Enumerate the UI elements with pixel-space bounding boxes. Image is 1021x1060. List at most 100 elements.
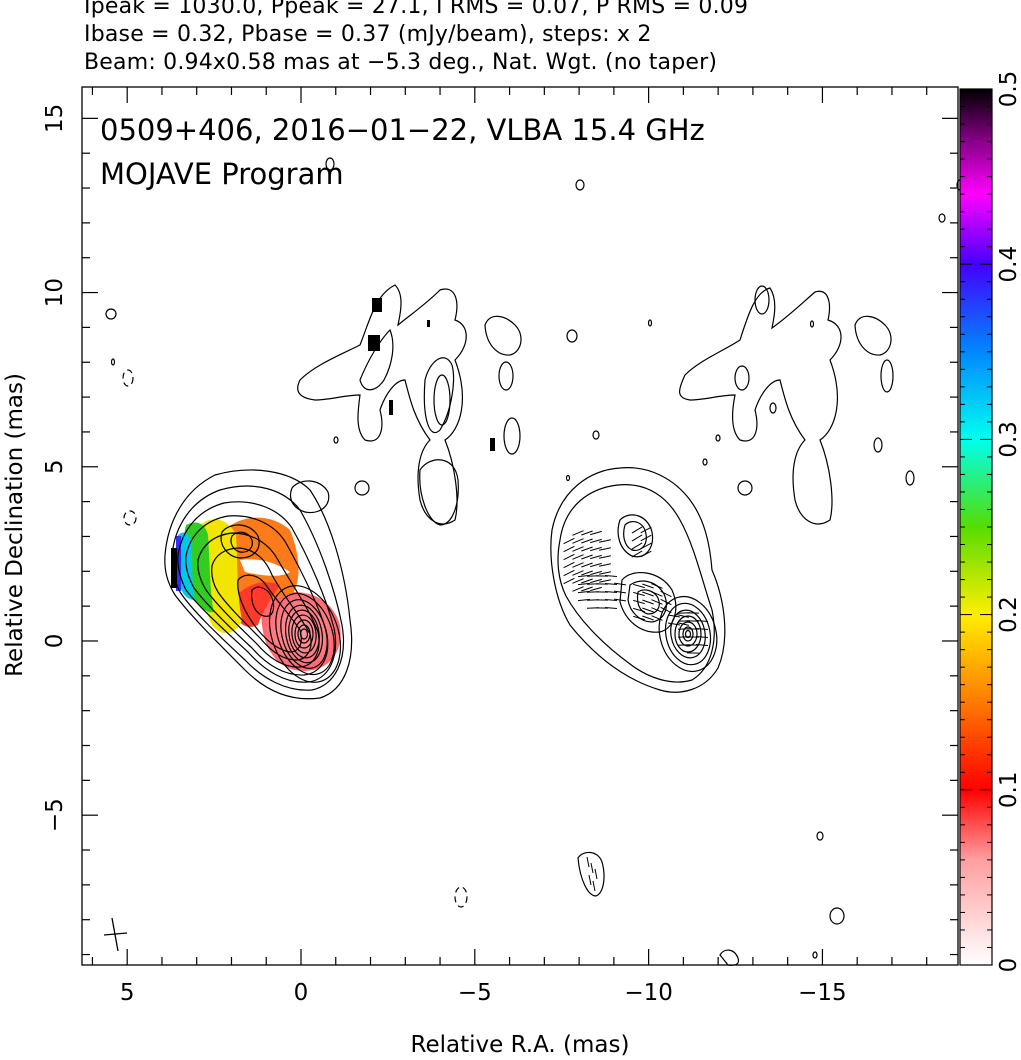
evpa-stick: [599, 555, 611, 559]
contour-right-2: [557, 484, 715, 683]
contours-left: [105, 157, 653, 908]
evpa-stick: [599, 579, 611, 583]
x-axis-tick-labels: 5 0 −5 −10 −15: [120, 980, 847, 1006]
evpa-stick: [581, 570, 593, 576]
pol-region-black: [171, 548, 177, 588]
x-tick-label: −10: [624, 980, 673, 1006]
evpa-stick: [677, 614, 689, 618]
x-axis-ticks: [91, 87, 928, 965]
contour-blob-c: [566, 329, 578, 343]
evpa-stick: [592, 880, 596, 892]
evpa-stick: [563, 537, 575, 545]
contour-blob-d: [354, 480, 370, 496]
evpa-stick: [563, 577, 575, 585]
contour-left-5: [197, 532, 320, 668]
evpa-stick: [613, 582, 627, 586]
pol-patch-3: [389, 400, 393, 415]
evpa-stick: [590, 538, 602, 544]
evpa-stick: [586, 856, 590, 868]
evpa-stick: [631, 542, 643, 550]
pol-region-white-gap: [240, 559, 290, 576]
evpa-stick: [581, 546, 593, 552]
core-contour-9: [299, 628, 309, 640]
evpa-stick: [563, 561, 575, 569]
contour-right-diffuse: [679, 287, 842, 525]
contour-right-4: [623, 521, 647, 551]
evpa-sticks: [563, 526, 709, 892]
pol-region-red-band: [232, 582, 280, 628]
evpa-stick: [604, 575, 618, 577]
pol-patch-2: [368, 335, 380, 351]
evpa-stick: [660, 606, 672, 614]
contour-right-lower: [577, 851, 605, 897]
core-right-1: [658, 595, 718, 673]
x-tick-label: −15: [798, 980, 847, 1006]
contour-left-2: [171, 485, 344, 691]
colorbar-ticks: [960, 88, 992, 966]
colorbar-tick-label: 0.5: [996, 71, 1021, 108]
evpa-stick: [572, 546, 584, 552]
x-tick-label: 5: [120, 980, 135, 1006]
core-right-5: [678, 621, 698, 647]
contour-iso-1: [105, 308, 117, 320]
evpa-stick: [599, 547, 611, 551]
contour-left-outer: [164, 469, 353, 700]
contour-right-iso-3: [816, 831, 824, 841]
pol-patch-5: [427, 320, 430, 327]
plot-frame: [81, 86, 959, 966]
core-contour-1: [268, 585, 342, 683]
evpa-stick: [651, 615, 663, 621]
contour-iso-7: [575, 179, 585, 191]
y-axis-title: Relative Declination (mas): [2, 373, 28, 677]
evpa-stick: [590, 554, 602, 560]
contour-right-blob-b: [754, 285, 770, 315]
evpa-stick: [590, 562, 602, 568]
y-axis-tick-labels: −5 0 5 10 15: [42, 104, 68, 832]
y-tick-label: 5: [42, 459, 68, 474]
evpa-stick: [599, 571, 611, 575]
header-line-3: Beam: 0.94x0.58 mas at −5.3 deg., Nat. W…: [84, 50, 718, 75]
evpa-stick: [633, 583, 645, 589]
core-contour-6: [291, 614, 317, 654]
evpa-stick: [590, 578, 602, 584]
core-contour-5: [288, 609, 320, 659]
evpa-stick: [572, 586, 584, 592]
x-tick-label: −5: [458, 980, 492, 1006]
y-tick-label: 15: [42, 104, 68, 133]
evpa-stick: [572, 538, 584, 544]
contour-right-blob-c: [769, 402, 777, 414]
contour-right-blob-h: [715, 434, 721, 442]
evpa-stick: [581, 538, 593, 544]
evpa-stick: [642, 591, 654, 597]
contour-left-3: [177, 501, 337, 683]
contour-right-blob-f: [905, 470, 915, 486]
contour-right-6: [627, 580, 667, 623]
evpa-stick: [640, 526, 652, 534]
contour-diffuse-jet: [297, 284, 467, 525]
contour-right-cloud: [484, 315, 522, 356]
contour-right-blob-a: [734, 365, 750, 391]
core-contour-3: [280, 599, 328, 669]
contour-diffuse-blob: [433, 374, 451, 426]
contour-blob-e: [333, 436, 339, 444]
evpa-stick: [563, 569, 575, 577]
evpa-stick: [640, 550, 652, 558]
contour-blob-a: [498, 361, 514, 391]
x-tick-label: 0: [294, 980, 309, 1006]
contour-iso-4: [123, 510, 137, 526]
evpa-stick: [604, 607, 618, 609]
contour-right-cloud-a: [854, 315, 892, 356]
contour-left-upper-knot: [220, 524, 260, 559]
contour-iso-2: [122, 369, 134, 387]
contour-right-3: [617, 514, 654, 558]
evpa-stick: [651, 599, 663, 605]
evpa-stick: [640, 542, 652, 550]
contour-diffuse-inner: [359, 328, 394, 391]
evpa-stick: [577, 590, 591, 594]
evpa-stick: [581, 586, 593, 592]
evpa-stick: [677, 622, 689, 626]
evpa-stick: [581, 530, 593, 536]
evpa-stick: [668, 622, 680, 626]
y-tick-label: 0: [42, 634, 68, 649]
